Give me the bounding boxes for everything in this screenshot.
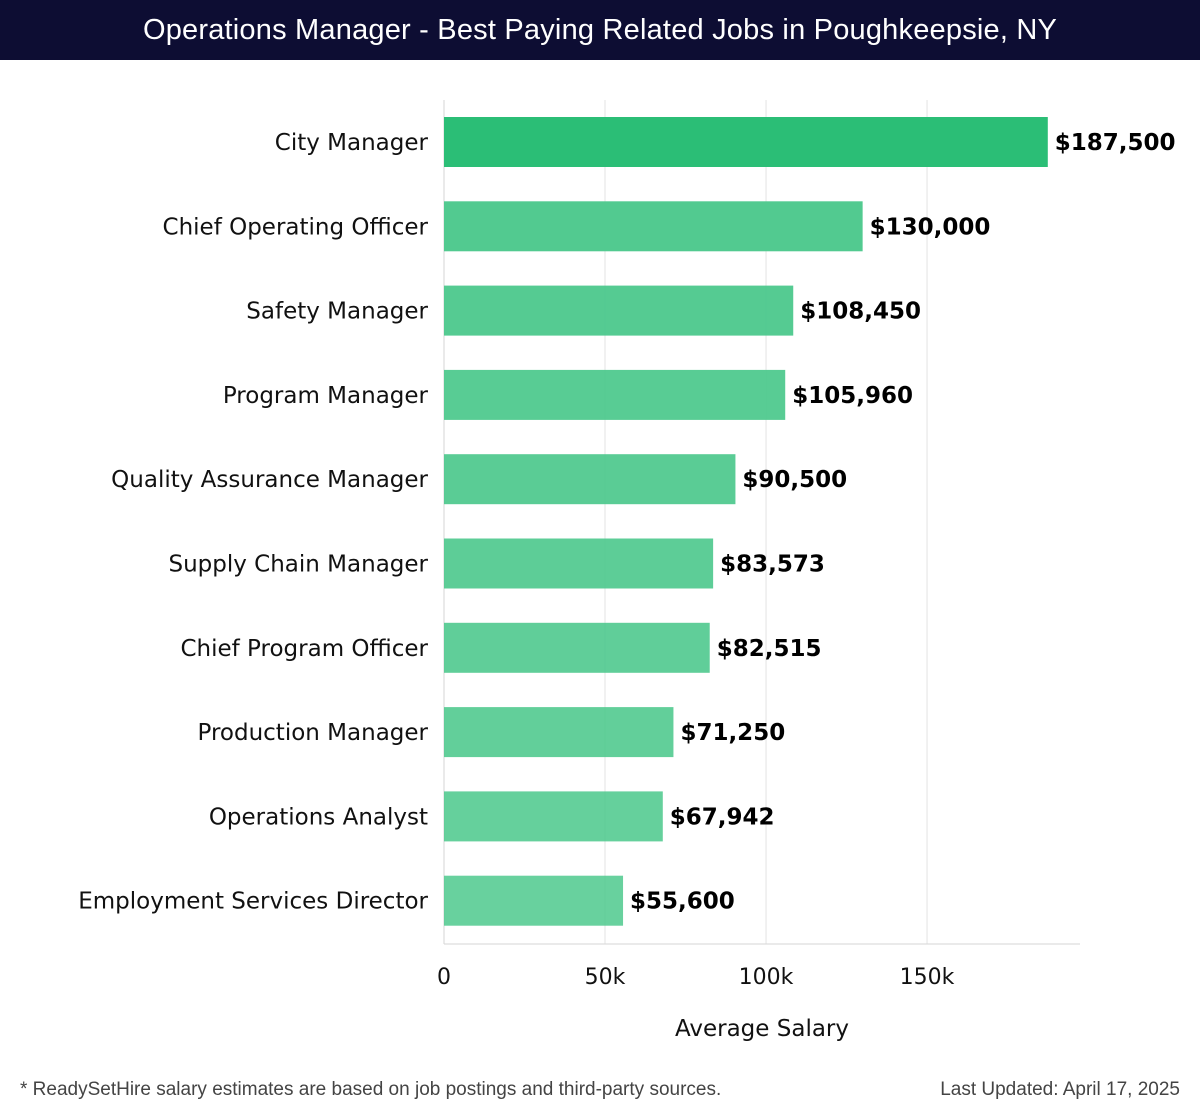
x-tick-label: 150k xyxy=(900,965,955,990)
bar xyxy=(444,622,710,673)
bar xyxy=(444,454,736,505)
bar xyxy=(444,117,1048,167)
category-label: Quality Assurance Manager xyxy=(111,467,428,493)
footer-disclaimer: * ReadySetHire salary estimates are base… xyxy=(20,1079,722,1100)
value-label: $67,942 xyxy=(670,804,775,830)
chart-title: Operations Manager - Best Paying Related… xyxy=(142,13,1058,46)
value-label: $90,500 xyxy=(742,467,847,493)
value-label: $71,250 xyxy=(680,720,785,746)
value-label: $82,515 xyxy=(717,636,822,662)
category-label: Safety Manager xyxy=(246,299,428,325)
bar xyxy=(444,369,786,420)
x-tick-label: 50k xyxy=(585,965,626,990)
x-axis-title: Average Salary xyxy=(675,1016,849,1042)
value-label: $55,600 xyxy=(630,889,735,915)
bar xyxy=(444,707,674,758)
x-tick-label: 100k xyxy=(739,965,794,990)
value-label: $108,450 xyxy=(800,299,921,325)
bar xyxy=(444,201,863,252)
footer-last-updated: Last Updated: April 17, 2025 xyxy=(940,1079,1180,1100)
category-label: Chief Program Officer xyxy=(180,636,428,662)
category-label: Production Manager xyxy=(198,720,429,746)
value-label: $187,500 xyxy=(1055,130,1176,156)
category-label: Supply Chain Manager xyxy=(168,552,428,578)
x-tick-label: 0 xyxy=(437,965,451,990)
bar xyxy=(444,285,794,336)
category-label: Chief Operating Officer xyxy=(163,214,429,240)
value-label: $130,000 xyxy=(870,214,991,240)
bar xyxy=(444,791,663,842)
category-label: Employment Services Director xyxy=(78,889,428,915)
value-label: $83,573 xyxy=(720,552,825,578)
bar xyxy=(444,875,624,926)
category-label: City Manager xyxy=(275,130,429,156)
category-label: Program Manager xyxy=(223,383,429,409)
title-bar: Operations Manager - Best Paying Related… xyxy=(0,0,1200,60)
value-label: $105,960 xyxy=(792,383,913,409)
bar xyxy=(444,538,714,589)
category-label: Operations Analyst xyxy=(209,804,428,830)
